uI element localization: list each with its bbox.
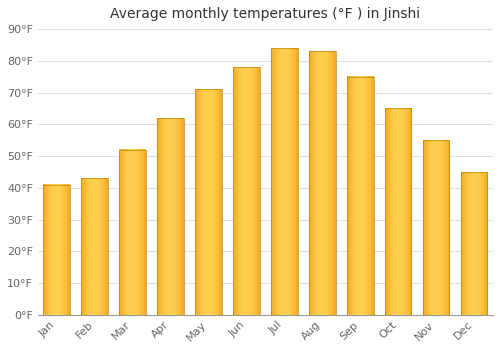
Bar [461, 172, 487, 315]
Bar [120, 150, 146, 315]
Bar [271, 48, 297, 315]
Bar [158, 118, 184, 315]
Bar [309, 51, 336, 315]
Bar [195, 89, 222, 315]
Title: Average monthly temperatures (°F ) in Jinshi: Average monthly temperatures (°F ) in Ji… [110, 7, 420, 21]
Bar [233, 67, 260, 315]
Bar [347, 77, 374, 315]
Bar [44, 184, 70, 315]
Bar [385, 108, 411, 315]
Bar [423, 140, 450, 315]
Bar [82, 178, 108, 315]
